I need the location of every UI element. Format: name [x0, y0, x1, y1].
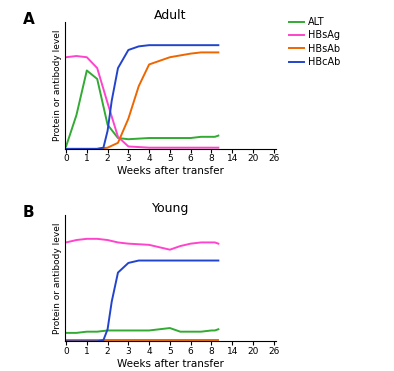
X-axis label: Weeks after transfer: Weeks after transfer	[117, 359, 224, 369]
Y-axis label: Protein or antibody level: Protein or antibody level	[53, 30, 62, 141]
Title: Young: Young	[152, 202, 189, 215]
Legend: ALT, HBsAg, HBsAb, HBcAb: ALT, HBsAg, HBsAb, HBcAb	[289, 17, 340, 67]
X-axis label: Weeks after transfer: Weeks after transfer	[117, 166, 224, 176]
Y-axis label: Protein or antibody level: Protein or antibody level	[53, 222, 62, 334]
Text: B: B	[23, 204, 35, 220]
Title: Adult: Adult	[154, 9, 187, 22]
Text: A: A	[23, 12, 35, 27]
